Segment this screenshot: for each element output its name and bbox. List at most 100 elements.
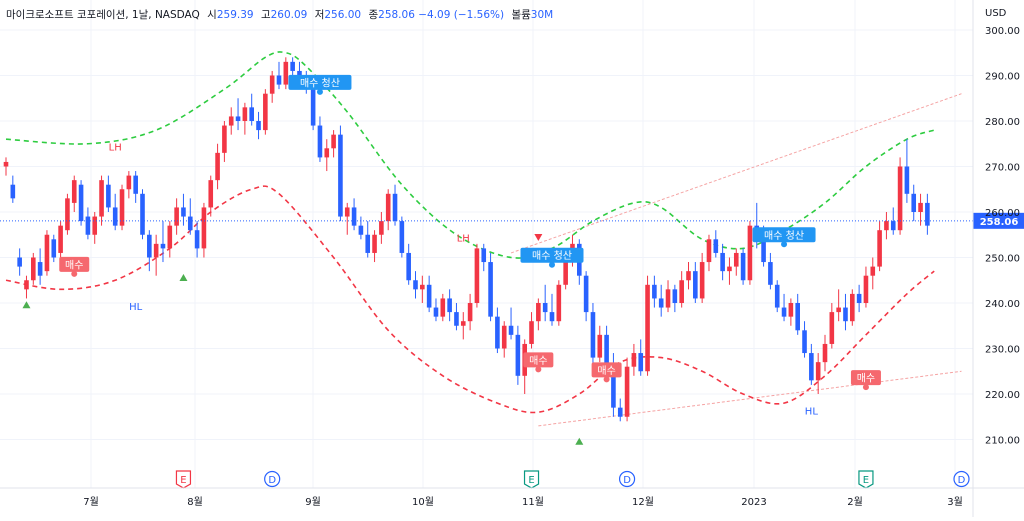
candle[interactable]: [890, 207, 896, 235]
candle[interactable]: [58, 221, 63, 258]
candle[interactable]: [215, 143, 220, 190]
candle[interactable]: [331, 130, 336, 158]
candle[interactable]: [672, 284, 678, 313]
candle[interactable]: [488, 252, 493, 322]
candle[interactable]: [338, 125, 343, 222]
candle[interactable]: [351, 198, 357, 231]
candle[interactable]: [904, 139, 910, 203]
candle[interactable]: [283, 57, 289, 90]
dividend-icon[interactable]: D: [618, 470, 636, 488]
candle[interactable]: [474, 243, 480, 308]
candle[interactable]: [665, 280, 671, 313]
candle[interactable]: [850, 289, 855, 326]
candle[interactable]: [740, 248, 746, 285]
candle[interactable]: [433, 298, 439, 322]
candle[interactable]: [447, 289, 452, 322]
candle[interactable]: [133, 171, 138, 203]
candle[interactable]: [406, 243, 411, 285]
candle[interactable]: [385, 189, 391, 231]
candle[interactable]: [733, 248, 739, 276]
candle[interactable]: [24, 275, 29, 299]
candle[interactable]: [201, 202, 207, 258]
candle[interactable]: [460, 312, 466, 340]
candle[interactable]: [420, 275, 425, 303]
candle[interactable]: [228, 107, 234, 135]
candle[interactable]: [638, 339, 644, 376]
candle[interactable]: [3, 157, 9, 176]
candle[interactable]: [897, 157, 903, 235]
candle[interactable]: [153, 234, 159, 276]
candle[interactable]: [706, 234, 712, 272]
candle[interactable]: [454, 303, 459, 331]
candle[interactable]: [119, 184, 125, 231]
candle[interactable]: [160, 221, 166, 263]
candle[interactable]: [877, 221, 882, 272]
candle[interactable]: [829, 303, 835, 349]
candle[interactable]: [802, 321, 807, 358]
candle[interactable]: [768, 252, 773, 290]
candle[interactable]: [727, 257, 732, 285]
candle[interactable]: [809, 343, 814, 385]
candle[interactable]: [467, 293, 473, 331]
dividend-icon[interactable]: D: [953, 470, 970, 488]
candle[interactable]: [515, 325, 521, 385]
candle[interactable]: [583, 271, 589, 322]
candle[interactable]: [276, 61, 282, 90]
dividend-icon[interactable]: D: [264, 470, 281, 488]
candle[interactable]: [174, 198, 179, 235]
candle[interactable]: [392, 184, 398, 226]
candle[interactable]: [269, 70, 275, 103]
candle[interactable]: [112, 193, 118, 231]
candle[interactable]: [222, 121, 227, 162]
candle[interactable]: [78, 180, 84, 226]
candle[interactable]: [822, 334, 828, 372]
candle[interactable]: [884, 212, 889, 240]
candle[interactable]: [549, 293, 555, 326]
candle[interactable]: [413, 271, 418, 299]
candle[interactable]: [17, 248, 22, 276]
candle[interactable]: [679, 271, 684, 308]
candle[interactable]: [37, 248, 43, 285]
candle[interactable]: [597, 325, 603, 363]
candle[interactable]: [693, 262, 698, 303]
candle[interactable]: [911, 184, 917, 222]
candle[interactable]: [658, 284, 664, 317]
candle[interactable]: [843, 293, 848, 331]
candle[interactable]: [788, 298, 794, 326]
candle[interactable]: [324, 139, 330, 172]
candle[interactable]: [242, 102, 248, 135]
candle[interactable]: [426, 275, 432, 313]
candle[interactable]: [774, 280, 780, 313]
candle[interactable]: [747, 221, 753, 285]
candle[interactable]: [481, 243, 487, 272]
candle[interactable]: [10, 175, 16, 203]
candle[interactable]: [836, 289, 841, 322]
candle[interactable]: [71, 175, 77, 212]
candle[interactable]: [372, 230, 377, 263]
candle[interactable]: [863, 266, 869, 308]
candle[interactable]: [501, 321, 507, 358]
candle[interactable]: [187, 198, 193, 235]
candle[interactable]: [317, 116, 323, 162]
candle[interactable]: [65, 193, 70, 235]
candle[interactable]: [624, 357, 630, 422]
candle[interactable]: [795, 293, 800, 335]
candle[interactable]: [140, 189, 145, 240]
candle[interactable]: [529, 312, 534, 349]
earnings-icon[interactable]: E: [175, 470, 192, 489]
candle[interactable]: [44, 230, 50, 276]
candle[interactable]: [508, 307, 514, 340]
candle[interactable]: [856, 284, 862, 313]
candle[interactable]: [31, 252, 36, 285]
candle[interactable]: [815, 353, 821, 394]
candle[interactable]: [147, 230, 152, 272]
candle[interactable]: [99, 175, 104, 226]
candle[interactable]: [590, 303, 596, 367]
candle[interactable]: [918, 193, 923, 226]
candle[interactable]: [126, 171, 132, 199]
candle[interactable]: [781, 293, 787, 322]
candle[interactable]: [645, 275, 650, 376]
candle[interactable]: [106, 175, 111, 212]
candle[interactable]: [365, 221, 371, 258]
